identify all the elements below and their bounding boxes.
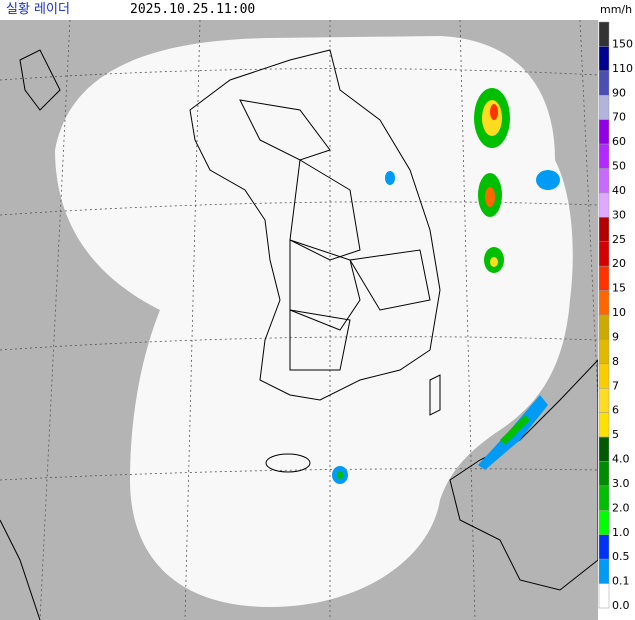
legend-swatch	[598, 21, 610, 47]
legend-swatch	[598, 412, 610, 438]
legend-swatch	[598, 217, 610, 242]
radar-echoes	[332, 88, 560, 484]
legend-label: 150	[612, 37, 633, 50]
legend-label: 1.0	[612, 526, 630, 539]
legend-label: 30	[612, 208, 626, 221]
legend-swatch	[598, 534, 610, 560]
legend-swatch	[598, 70, 610, 96]
legend-swatch	[598, 558, 610, 584]
legend-swatch	[598, 119, 610, 145]
legend-label: 7	[612, 379, 619, 392]
legend-swatch	[598, 241, 610, 267]
legend-label: 25	[612, 233, 626, 246]
coverage	[55, 36, 573, 607]
legend-swatch	[598, 168, 610, 194]
legend-swatch	[598, 265, 610, 291]
legend-label: 3.0	[612, 477, 630, 490]
legend-swatch	[598, 485, 610, 511]
legend-label: 9	[612, 330, 619, 343]
legend-label: 8	[612, 355, 619, 368]
legend-swatch	[598, 583, 610, 609]
legend-swatch	[598, 461, 610, 487]
legend-swatch	[598, 339, 610, 365]
legend-label: 2.0	[612, 501, 630, 514]
legend-label: 15	[612, 282, 626, 295]
legend-label: 0.0	[612, 599, 630, 612]
legend-swatch	[598, 95, 610, 120]
legend-label: 10	[612, 306, 626, 319]
legend-swatch	[598, 436, 610, 462]
legend-label: 20	[612, 257, 626, 270]
legend-swatch	[598, 510, 610, 536]
legend-swatch	[598, 388, 610, 413]
legend-swatch	[598, 314, 610, 340]
legend-label: 60	[612, 135, 626, 148]
legend-label: 0.1	[612, 575, 630, 588]
legend-label: 50	[612, 160, 626, 173]
legend-label: 40	[612, 184, 626, 197]
legend-swatch	[598, 143, 610, 169]
legend-swatch	[598, 290, 610, 316]
timestamp: 2025.10.25.11:00	[130, 2, 256, 17]
unit: mm/h	[600, 3, 633, 16]
coastline	[0, 49, 599, 620]
legend-swatch	[598, 192, 610, 218]
legend-label: 90	[612, 86, 626, 99]
legend-label: 6	[612, 404, 619, 417]
legend-label: 5	[612, 428, 619, 441]
grid	[0, 19, 599, 620]
legend-swatch	[598, 363, 610, 389]
legend-label: 70	[612, 111, 626, 124]
legend-label: 0.5	[612, 550, 630, 563]
legend-label: 4.0	[612, 453, 630, 466]
legend-swatch	[598, 46, 610, 72]
legend-label: 110	[612, 62, 633, 75]
title: 실황 레이더	[6, 2, 70, 17]
legend: 150 110 90 70 60 50 40 30 25 20 15 10 9 8 7 6 5 4.0 3.0 2.0…	[598, 21, 633, 612]
